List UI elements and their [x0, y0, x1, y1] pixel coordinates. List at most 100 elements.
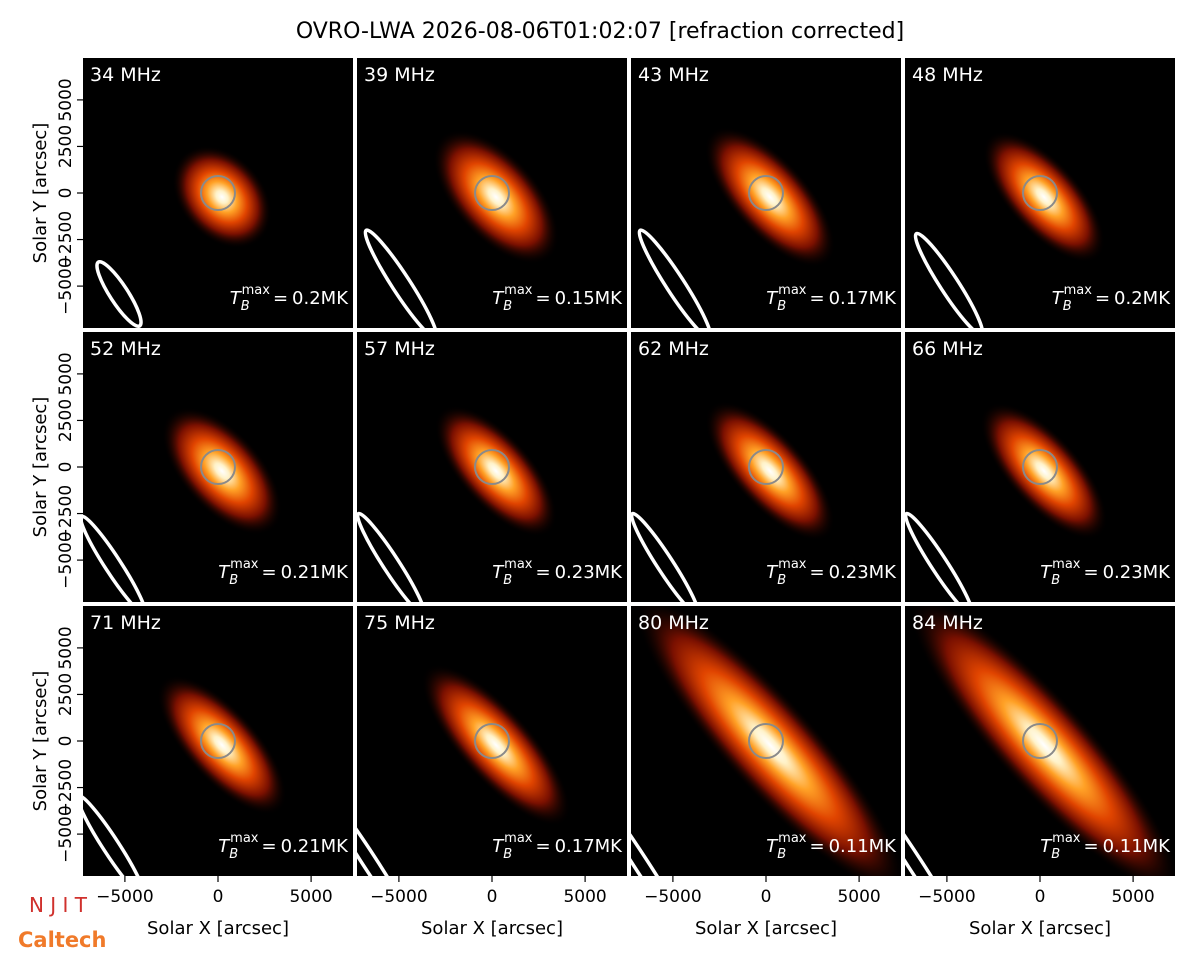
tb-symbol: T — [230, 288, 243, 309]
tb-value: 0.11MK — [829, 836, 898, 857]
tb-sub: B — [229, 573, 238, 588]
tb-sup: max — [778, 557, 807, 572]
tb-symbol: T — [218, 836, 231, 857]
x-tick-label: 5000 — [837, 887, 880, 907]
tb-symbol: T — [492, 288, 505, 309]
frequency-label: 48 MHz — [912, 64, 983, 86]
x-axis-label: Solar X [arcsec] — [421, 918, 563, 939]
x-axis-label: Solar X [arcsec] — [969, 918, 1111, 939]
beam — [363, 228, 439, 328]
solar-disk — [200, 175, 236, 211]
x-tick-label: −5000 — [370, 887, 428, 907]
tb-equals: = — [1083, 562, 1098, 583]
frequency-label: 34 MHz — [90, 64, 161, 86]
emission-blob — [980, 402, 1108, 540]
panel — [83, 606, 353, 876]
tb-equals: = — [273, 288, 288, 309]
tb-value: 0.2MK — [292, 288, 349, 309]
tb-sub: B — [777, 299, 786, 314]
y-tick-label: 5000 — [56, 352, 76, 395]
tb-max-label: TBmax = 0.21MK — [218, 557, 349, 588]
x-tick-label: 0 — [1035, 887, 1046, 907]
tb-sub: B — [229, 847, 238, 862]
emission-blob — [434, 405, 558, 537]
emission-blob — [982, 131, 1106, 263]
tb-equals: = — [261, 836, 276, 857]
tb-symbol: T — [492, 836, 505, 857]
y-tick-label: 0 — [56, 188, 76, 199]
tb-value: 0.23MK — [555, 562, 624, 583]
tb-value: 0.21MK — [281, 836, 350, 857]
tb-equals: = — [535, 288, 550, 309]
beam — [637, 228, 713, 328]
x-tick-label: 5000 — [563, 887, 606, 907]
y-tick-label: −5000 — [56, 805, 76, 863]
tb-symbol: T — [1052, 288, 1065, 309]
emission-blob — [432, 129, 560, 265]
tb-sup: max — [1064, 283, 1093, 298]
tb-symbol: T — [766, 562, 779, 583]
panel — [905, 332, 1175, 602]
tb-max-label: TBmax = 0.15MK — [492, 283, 623, 314]
y-tick-label: 2500 — [56, 673, 76, 716]
njit-logo: N J I T — [29, 893, 88, 917]
x-tick-label: 0 — [213, 887, 224, 907]
frequency-label: 84 MHz — [912, 612, 983, 634]
tb-symbol: T — [1040, 562, 1053, 583]
y-axis-label: Solar Y [arcsec] — [30, 671, 51, 812]
tb-sup: max — [1052, 557, 1081, 572]
tb-value: 0.15MK — [555, 288, 624, 309]
panel — [905, 606, 1175, 876]
panel — [631, 58, 901, 328]
y-tick-label: −2500 — [56, 485, 76, 543]
tb-sub: B — [777, 847, 786, 862]
frequency-label: 71 MHz — [90, 612, 161, 634]
tb-symbol: T — [1040, 836, 1053, 857]
tb-max-label: TBmax = 0.21MK — [218, 831, 349, 862]
tb-max-label: TBmax = 0.17MK — [766, 283, 897, 314]
x-tick-label: −5000 — [918, 887, 976, 907]
y-tick-label: 5000 — [56, 626, 76, 669]
x-tick-label: −5000 — [96, 887, 154, 907]
y-tick-label: −2500 — [56, 759, 76, 817]
tb-max-label: TBmax = 0.11MK — [766, 831, 897, 862]
tb-symbol: T — [766, 836, 779, 857]
emission-blob — [421, 664, 571, 826]
tb-sup: max — [230, 557, 259, 572]
solar-disk — [200, 449, 236, 485]
tb-sub: B — [503, 299, 512, 314]
emission-blob — [705, 401, 835, 541]
tb-max-label: TBmax = 0.23MK — [1040, 557, 1171, 588]
tb-symbol: T — [492, 562, 505, 583]
beam — [905, 782, 969, 876]
solar-disk — [748, 723, 784, 759]
frequency-label: 75 MHz — [364, 612, 435, 634]
solar-disk — [474, 175, 510, 211]
tb-max-label: TBmax = 0.17MK — [492, 831, 623, 862]
tb-value: 0.17MK — [555, 836, 624, 857]
tb-value: 0.21MK — [281, 562, 350, 583]
solar-disk — [1022, 449, 1058, 485]
beam — [83, 793, 147, 876]
x-tick-label: 0 — [761, 887, 772, 907]
tb-sub: B — [1051, 573, 1060, 588]
tb-sup: max — [504, 831, 533, 846]
tb-max-label: TBmax = 0.2MK — [230, 283, 350, 314]
tb-max-label: TBmax = 0.11MK — [1040, 831, 1171, 862]
beam — [357, 511, 427, 602]
solar-disk — [748, 449, 784, 485]
tb-value: 0.23MK — [829, 562, 898, 583]
tb-equals: = — [809, 836, 824, 857]
beam — [83, 514, 148, 602]
tb-sub: B — [503, 847, 512, 862]
frequency-label: 62 MHz — [638, 338, 709, 360]
frequency-label: 43 MHz — [638, 64, 709, 86]
solar-disk — [200, 723, 236, 759]
x-tick-label: 5000 — [289, 887, 332, 907]
emission-blob — [704, 126, 836, 268]
tb-equals: = — [1095, 288, 1110, 309]
beam — [905, 511, 975, 602]
solar-disk — [748, 175, 784, 211]
y-tick-label: 2500 — [56, 125, 76, 168]
